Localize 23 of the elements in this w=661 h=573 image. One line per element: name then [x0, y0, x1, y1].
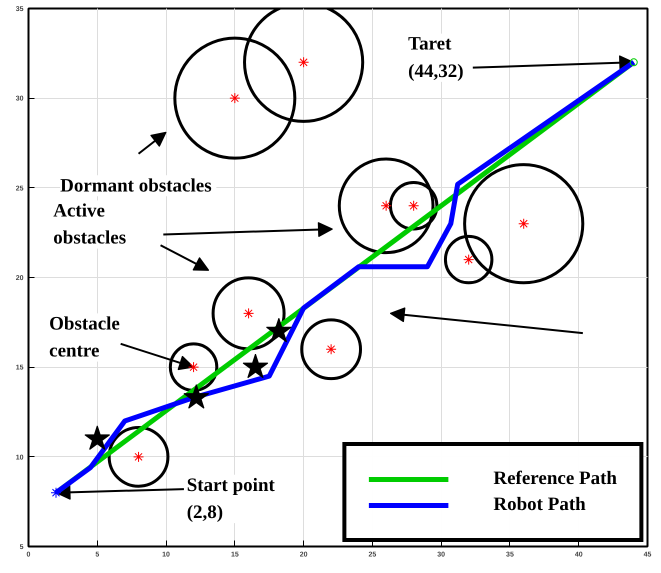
legend-label: Reference Path	[493, 468, 617, 490]
point	[133, 451, 144, 462]
annotation: Start point (2,8)	[186, 474, 276, 524]
point	[266, 318, 292, 342]
point	[183, 384, 210, 409]
point	[463, 254, 474, 266]
point	[242, 354, 268, 378]
point	[243, 308, 254, 319]
point	[188, 362, 200, 373]
annotation: Active obstacles	[53, 200, 126, 249]
point	[408, 200, 420, 212]
point	[298, 56, 310, 68]
point	[518, 218, 530, 230]
point	[50, 487, 62, 498]
annotation: Taret (44,32)	[408, 34, 464, 82]
point	[229, 92, 240, 104]
point	[326, 344, 337, 355]
annotation: Obstacle centre	[49, 313, 120, 362]
point	[84, 425, 110, 450]
point	[630, 58, 638, 66]
point	[380, 200, 392, 212]
legend-label: Robot Path	[493, 494, 586, 516]
annotation: Dormant obstacles	[60, 175, 212, 196]
